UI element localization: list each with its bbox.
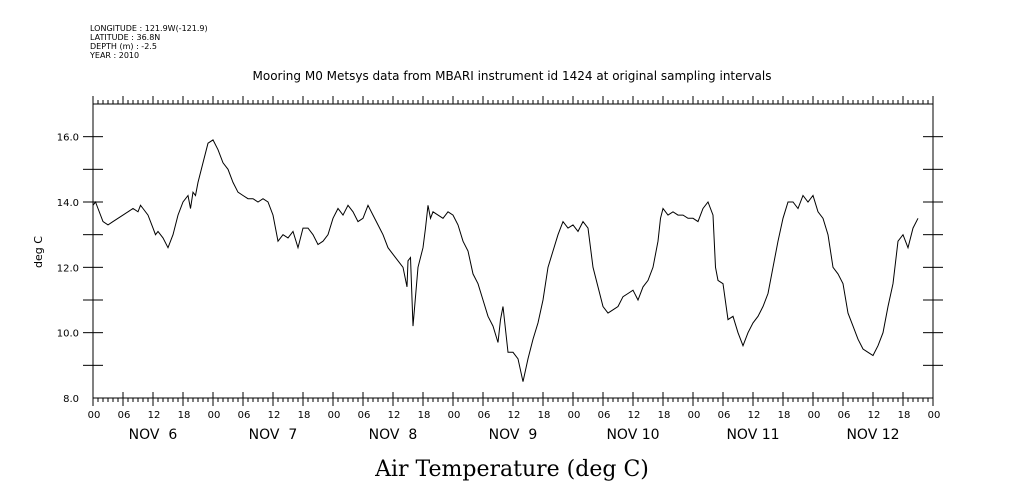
- x-tick-label: 00: [568, 410, 581, 421]
- plot-frame: [92, 103, 934, 399]
- x-tick-label: 00: [928, 410, 941, 421]
- x-axis: 00 06 12 18 00 06 12 18 00 06 12 18 00 06 12 18 00 06 12 18…: [88, 96, 941, 421]
- day-label: NOV 8: [369, 427, 418, 443]
- x-tick-label: 18: [898, 410, 911, 421]
- x-tick-label: 00: [448, 410, 461, 421]
- x-tick-label: 18: [178, 410, 191, 421]
- x-tick-label: 18: [778, 410, 791, 421]
- day-label: NOV 11: [726, 427, 779, 443]
- x-tick-label: 00: [808, 410, 821, 421]
- x-tick-label: 06: [358, 410, 371, 421]
- x-axis-label: Air Temperature (deg C): [374, 457, 649, 482]
- y-tick-label: 8.0: [63, 394, 79, 405]
- x-tick-label: 06: [238, 410, 251, 421]
- x-tick-label: 06: [118, 410, 131, 421]
- x-tick-label: 00: [328, 410, 341, 421]
- x-tick-label: 18: [658, 410, 671, 421]
- x-tick-label: 06: [598, 410, 611, 421]
- x-tick-label: 18: [418, 410, 431, 421]
- x-tick-label: 12: [748, 410, 761, 421]
- y-axis-label: deg C: [32, 236, 45, 268]
- day-label: NOV 10: [606, 427, 659, 443]
- depth-label: DEPTH (m) : -2.5: [90, 42, 157, 51]
- y-tick-label: 12.0: [57, 263, 79, 274]
- x-tick-label: 12: [508, 410, 521, 421]
- y-tick-label: 14.0: [57, 198, 79, 209]
- x-tick-label: 12: [388, 410, 401, 421]
- x-tick-label: 00: [688, 410, 701, 421]
- series-line: [92, 139, 919, 382]
- day-labels: NOV 6 NOV 7 NOV 8 NOV 9 NOV 10 NOV 11 NOV 12: [129, 427, 900, 443]
- day-label: NOV 7: [249, 427, 298, 443]
- longitude-label: LONGITUDE : 121.9W(-121.9): [90, 24, 208, 33]
- x-tick-label: 00: [208, 410, 221, 421]
- day-label: NOV 12: [846, 427, 899, 443]
- x-tick-label: 06: [838, 410, 851, 421]
- x-tick-label: 00: [88, 410, 101, 421]
- day-label: NOV 9: [489, 427, 538, 443]
- year-label: YEAR : 2010: [89, 51, 139, 60]
- x-tick-label: 12: [268, 410, 281, 421]
- latitude-label: LATITUDE : 36.8N: [90, 33, 160, 42]
- y-tick-label: 10.0: [57, 329, 79, 340]
- x-tick-label: 12: [148, 410, 161, 421]
- chart-title: Mooring M0 Metsys data from MBARI instru…: [253, 69, 772, 83]
- x-tick-label: 18: [298, 410, 311, 421]
- y-axis: 8.0 10.0 12.0 14.0 16.0: [57, 133, 943, 405]
- x-tick-label: 06: [718, 410, 731, 421]
- x-tick-label: 06: [478, 410, 491, 421]
- x-tick-label: 12: [868, 410, 881, 421]
- x-tick-label: 18: [538, 410, 551, 421]
- x-tick-label: 12: [628, 410, 641, 421]
- day-label: NOV 6: [129, 427, 178, 443]
- y-tick-label: 16.0: [57, 133, 79, 144]
